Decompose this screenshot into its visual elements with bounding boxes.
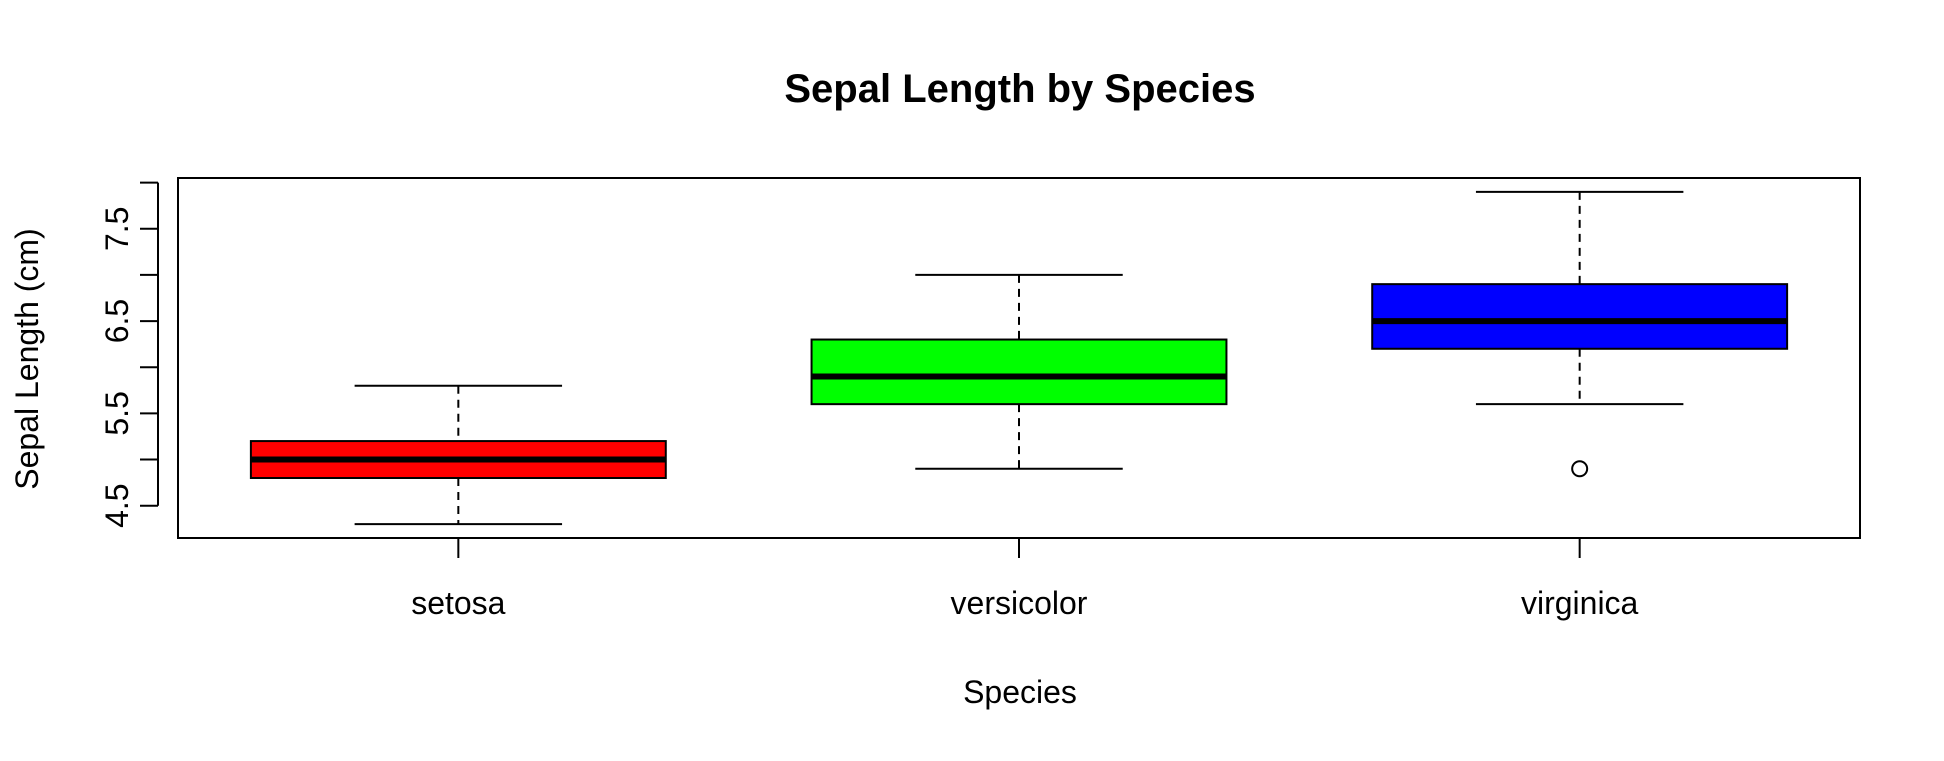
y-tick-label: 6.5 [99, 299, 135, 343]
y-tick-label: 4.5 [99, 483, 135, 527]
box-versicolor [810, 338, 1228, 406]
chart-title: Sepal Length by Species [784, 67, 1255, 111]
chart-marks: 4.5 5.5 6.5 7.5 setosa versicolor virginica [99, 181, 1789, 621]
x-axis-label: Species [963, 674, 1077, 710]
y-tick-label: 7.5 [99, 207, 135, 251]
y-tick-label: 5.5 [99, 391, 135, 435]
box-virginica [1371, 283, 1789, 350]
x-tick-label-virginica: virginica [1521, 585, 1639, 621]
x-tick-label-setosa: setosa [411, 585, 505, 621]
outlier-virginica [1571, 460, 1589, 478]
y-axis-label: Sepal Length (cm) [9, 228, 45, 489]
x-tick-label-versicolor: versicolor [951, 585, 1088, 621]
